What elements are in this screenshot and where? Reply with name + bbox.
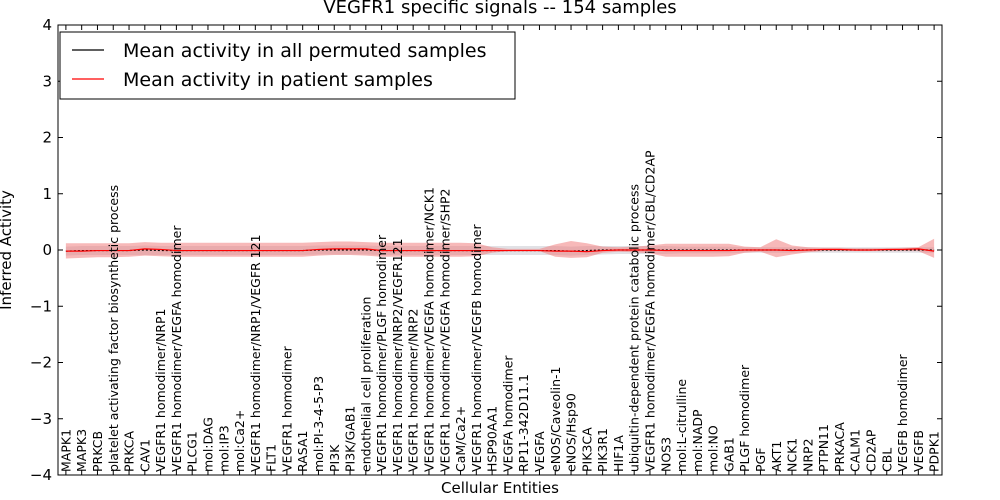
x-tick-label: HSP90AA1 (485, 406, 500, 472)
x-axis-label: Cellular Entities (441, 479, 559, 497)
x-tick-label: platelet activating factor biosynthetic … (106, 185, 121, 472)
legend-label-permuted: Mean activity in all permuted samples (123, 40, 486, 62)
x-tick-label: GAB1 (721, 437, 736, 472)
x-tick-label: VEGFA homodimer (500, 355, 515, 472)
y-tick-label: 1 (42, 185, 52, 203)
x-tick-label: endothelial cell proliferation (358, 297, 373, 472)
x-tick-label: CaM/Ca2+ (453, 406, 468, 472)
x-tick-label: PTPN11 (816, 424, 831, 472)
x-tick-label: mol:PI-3-4-5-P3 (311, 376, 326, 472)
chart-title: VEGFR1 specific signals -- 154 samples (323, 0, 676, 18)
x-tick-label: VEGFB homodimer (895, 353, 910, 472)
x-tick-label: VEGFR1 homodimer/NRP1 (153, 309, 168, 472)
x-tick-label: VEGFR1 homodimer/NRP1/VEGFR 121 (248, 234, 263, 472)
x-tick-label: NOS3 (658, 437, 673, 472)
legend-frame (59, 31, 516, 100)
x-tick-label: MAPK3 (74, 429, 89, 472)
x-tick-label: MAPK1 (58, 429, 73, 472)
legend: Mean activity in all permuted samples Me… (59, 31, 516, 100)
x-tick-label: ubiquitin-dependent protein catabolic pr… (627, 184, 642, 472)
x-tick-label: eNOS/Hsp90 (564, 393, 579, 472)
y-tick-label: 3 (42, 72, 52, 90)
x-tick-label: VEGFR1 homodimer/VEGFA homodimer/CBL/CD2… (642, 150, 657, 472)
series-lines (65, 248, 935, 253)
band-patient (65, 238, 935, 259)
y-axis-label: Inferred Activity (0, 190, 15, 310)
x-tick-label: eNOS/Caveolin-1 (548, 367, 563, 472)
y-tick-label: 0 (42, 241, 52, 259)
legend-label-patient: Mean activity in patient samples (123, 69, 433, 91)
y-tick-label: 4 (42, 16, 52, 34)
x-tick-label: mol:NADP (690, 409, 705, 472)
x-tick-label: PI3K (327, 444, 342, 472)
x-tick-label: CBL (879, 448, 894, 472)
y-tick-label: −1 (30, 297, 52, 315)
y-tick-label: −3 (30, 410, 52, 428)
x-tick-label: VEGFR1 homodimer (279, 345, 294, 472)
x-tick-label: PRKCA (122, 431, 137, 472)
x-tick-label: VEGFR1 homodimer/NRP2 (406, 309, 421, 472)
category-labels: MAPK1 MAPK3 PRKCB platelet activating facto… (58, 150, 941, 472)
x-tick-label: VEGFB (911, 430, 926, 472)
x-tick-label: PIK3CA (579, 427, 594, 472)
x-tick-label: RP11-342D11.1 (516, 374, 531, 472)
x-tick-label: FLT1 (264, 444, 279, 472)
x-tick-label: PGF (753, 448, 768, 472)
series-line-patient (65, 248, 935, 253)
x-tick-label: VEGFA (532, 431, 547, 472)
x-tick-label: VEGFR1 homodimer/VEGFB homodimer (469, 224, 484, 472)
x-tick-label: PI3K/GAB1 (343, 406, 358, 472)
x-tick-label: mol:DAG (200, 417, 215, 472)
x-tick-label: PIK3R1 (595, 428, 610, 472)
x-tick-label: VEGFR1 homodimer/VEGFA homodimer/NCK1 (421, 187, 436, 472)
x-tick-label: CAV1 (137, 439, 152, 472)
x-tick-label: PRKACA (832, 422, 847, 472)
x-tick-label: mol:L-citrulline (674, 379, 689, 472)
axes: −4 −3 −2 −1 0 1 2 3 4 (30, 16, 943, 484)
x-tick-label: PRKCB (90, 431, 105, 472)
x-tick-label: VEGFR1 homodimer/VEGFA homodimer (169, 225, 184, 472)
y-tick-label: 2 (42, 129, 52, 147)
x-tick-label: PLGF homodimer (737, 364, 752, 472)
x-tick-label: mol:Ca2+ (232, 410, 247, 472)
x-tick-label: CD2AP (863, 429, 878, 472)
confidence-bands (65, 238, 935, 259)
x-tick-label: mol:NO (706, 425, 721, 472)
x-tick-label: PLCG1 (185, 431, 200, 472)
x-tick-label: VEGFR1 homodimer/PLGF homodimer (374, 234, 389, 472)
x-tick-label: VEGFR1 homodimer/VEGFA homodimer/SHP2 (437, 188, 452, 472)
x-tick-label: NRP2 (800, 438, 815, 472)
x-tick-label: PDPK1 (927, 431, 942, 472)
y-tick-label: −2 (30, 354, 52, 372)
x-tick-label: HIF1A (611, 435, 626, 472)
x-tick-label: mol:IP3 (216, 425, 231, 472)
y-tick-label: −4 (30, 466, 52, 484)
x-tick-label: CALM1 (848, 429, 863, 472)
x-tick-label: AKT1 (769, 441, 784, 472)
x-tick-label: NCK1 (785, 438, 800, 472)
x-tick-label: VEGFR1 homodimer/NRP2/VEGFR121 (390, 238, 405, 472)
x-tick-label: RASA1 (295, 431, 310, 472)
